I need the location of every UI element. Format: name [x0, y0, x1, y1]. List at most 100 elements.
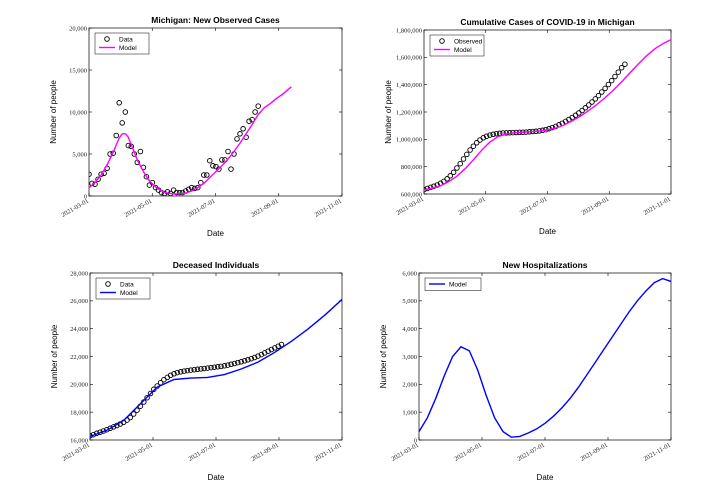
data-point [251, 354, 258, 361]
x-axis-label: Date [537, 473, 554, 482]
data-point [181, 368, 187, 374]
y-axis-label: Number of people [50, 324, 59, 388]
data-point [170, 187, 177, 193]
data-point [487, 132, 493, 138]
data-point [127, 414, 134, 421]
data-point [207, 157, 213, 164]
y-axis-label: Number of people [384, 80, 393, 144]
y-tick-label: 26,000 [70, 298, 88, 305]
y-tick-label: 20,000 [70, 382, 88, 389]
data-point [602, 85, 608, 92]
legend-label: Model [449, 281, 467, 288]
data-point [195, 184, 201, 191]
data-point [493, 130, 500, 137]
data-point [480, 135, 487, 141]
data-point [225, 148, 231, 155]
x-tick-label: 2021-03-01 [390, 442, 420, 463]
plot-area [90, 298, 342, 439]
chart-title: Cumulative Cases of COVID-19 in Michigan [460, 17, 634, 27]
data-point [579, 107, 585, 114]
y-tick-label: 1,000 [402, 409, 417, 416]
data-point [211, 364, 218, 370]
data-point [268, 346, 275, 353]
data-point [240, 126, 246, 132]
y-tick-label: 1,000,000 [396, 137, 422, 144]
data-point [255, 103, 261, 109]
chart-title: Michigan: New Observed Cases [151, 15, 280, 25]
data-point [218, 363, 224, 370]
chart-hospitalizations: New Hospitalizations 0 1,000 2,000 3,000 4,00… [379, 260, 672, 482]
data-point [201, 172, 207, 178]
data-point [137, 148, 144, 155]
data-point [599, 89, 605, 95]
x-tick-label: 2021-11-01 [642, 196, 672, 217]
plot-area [424, 38, 671, 193]
data-point [592, 96, 599, 102]
y-tick-label: 4,000 [402, 326, 417, 333]
x-tick-label: 2021-07-01 [519, 196, 549, 217]
data-point [248, 355, 255, 362]
data-point [149, 179, 156, 186]
data-point [151, 386, 157, 393]
x-tick-label: 2021-11-01 [313, 198, 343, 219]
y-tick-label: 1,800,000 [396, 27, 422, 34]
legend-label: Model [119, 45, 137, 52]
data-point [107, 425, 113, 432]
plot-area [89, 86, 292, 196]
y-tick-label: 1,400,000 [396, 82, 422, 89]
data-point [225, 362, 231, 368]
data-point [201, 365, 207, 372]
data-point [470, 143, 477, 149]
data-point [467, 147, 473, 153]
data-point [98, 171, 104, 177]
data-point [245, 357, 251, 363]
x-tick-label: 2021-09-01 [250, 442, 280, 463]
data-point [585, 102, 592, 108]
y-tick-label: 5,000 [72, 151, 87, 158]
y-tick-label: 3,000 [402, 354, 417, 361]
y-tick-label: 1,200,000 [396, 109, 422, 116]
data-point [444, 176, 450, 182]
series-line-model [90, 298, 342, 438]
x-tick-label: 2021-09-01 [580, 196, 610, 217]
data-point [214, 364, 221, 370]
data-point [605, 81, 612, 88]
x-axis-label: Date [207, 229, 224, 238]
data-point [454, 165, 460, 171]
data-point [234, 136, 240, 142]
plot-frame [418, 272, 672, 441]
data-point [252, 109, 258, 115]
x-axis-label: Date [539, 227, 556, 236]
data-point [228, 361, 234, 368]
data-point [477, 137, 483, 143]
data-point [278, 341, 285, 348]
y-tick-label: 600,000 [401, 191, 422, 198]
data-point [146, 182, 153, 188]
x-axis-label: Date [208, 473, 225, 482]
y-tick-label: 6,000 [402, 270, 417, 277]
y-tick-label: 24,000 [70, 326, 88, 333]
x-tick-label: 2021-11-01 [313, 442, 343, 463]
data-point [184, 367, 191, 374]
y-axis-label: Number of people [49, 80, 58, 144]
data-point [595, 92, 602, 99]
plot-area [419, 277, 671, 438]
legend-label: Data [119, 36, 133, 43]
series-line-model [89, 86, 292, 195]
series-line-model [419, 277, 671, 438]
data-point [447, 173, 454, 179]
data-point [608, 77, 615, 84]
data-point [612, 73, 618, 80]
y-tick-label: 0 [84, 193, 87, 200]
data-point [572, 112, 579, 119]
data-point [188, 367, 194, 373]
y-axis-label: Number of people [379, 324, 388, 388]
chart-cumulative-cases: Cumulative Cases of COVID-19 in Michigan… [384, 17, 672, 236]
legend-label: Model [454, 47, 472, 54]
data-point [464, 151, 470, 158]
data-point [177, 369, 184, 375]
legend-marker-swatch [105, 281, 111, 287]
data-point [246, 118, 252, 124]
series-line-model [424, 38, 671, 191]
